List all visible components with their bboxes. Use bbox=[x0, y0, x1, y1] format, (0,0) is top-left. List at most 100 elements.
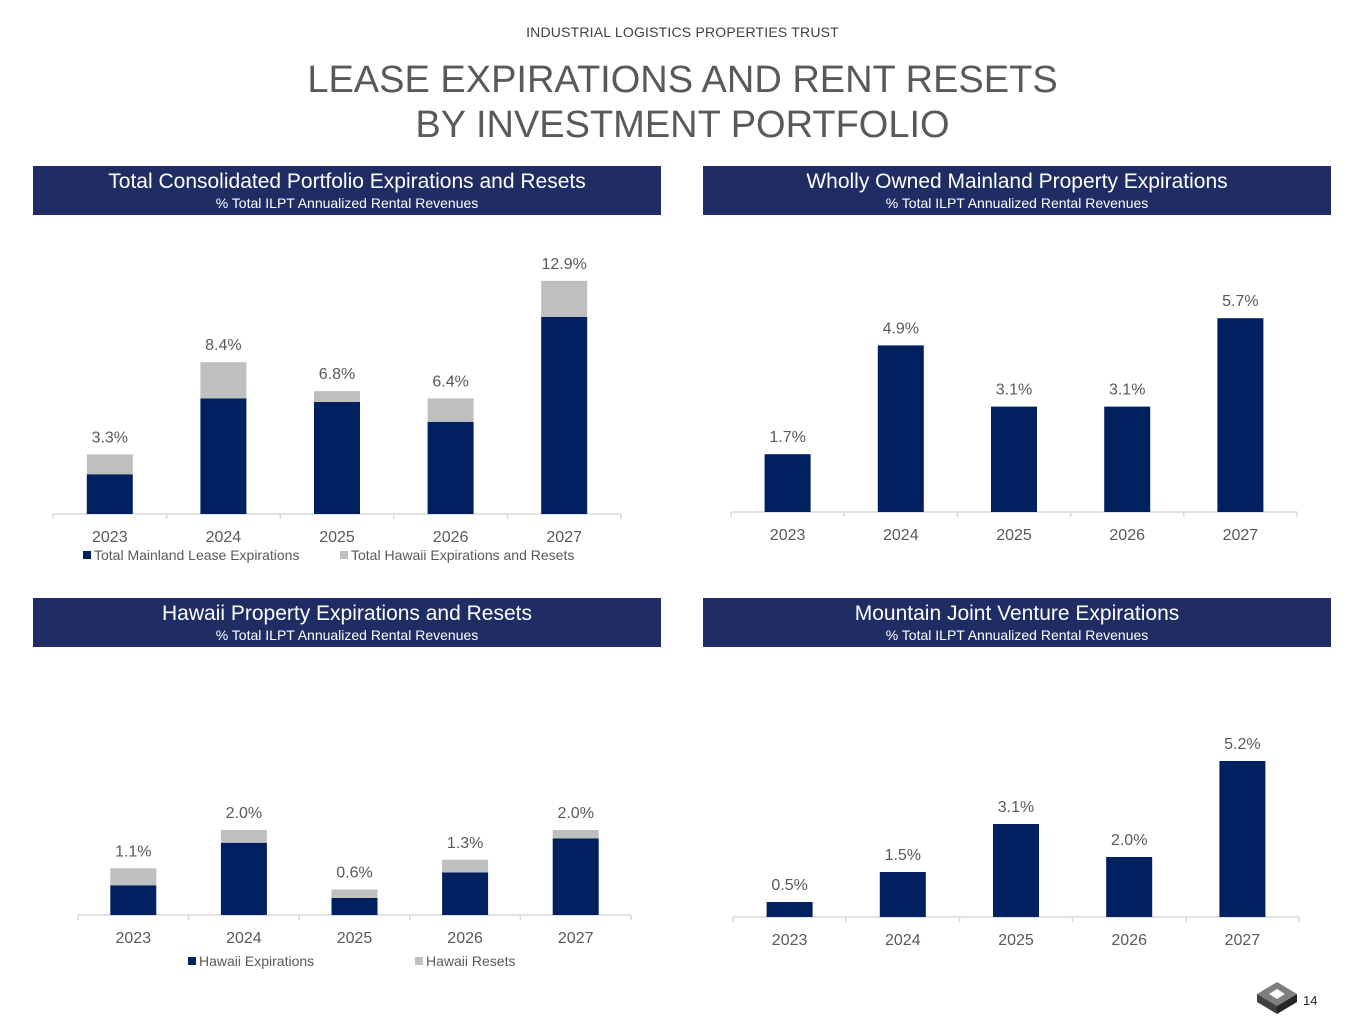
bar-2027-series-0 bbox=[1219, 761, 1266, 917]
panel-subtitle: % Total ILPT Annualized Rental Revenues bbox=[215, 195, 479, 211]
x-tick-label-2027: 2027 bbox=[558, 930, 594, 947]
panel-header-wholly-owned-mainland: Wholly Owned Mainland Property Expiratio… bbox=[703, 166, 1331, 215]
data-label-2023: 1.7% bbox=[769, 429, 805, 446]
bar-2026-series-0 bbox=[1104, 406, 1151, 512]
legend-swatch-0 bbox=[188, 957, 196, 965]
x-tick-label-2026: 2026 bbox=[1111, 932, 1147, 949]
data-label-2026: 3.1% bbox=[1109, 382, 1145, 399]
bar-2024-series-1 bbox=[200, 362, 247, 399]
data-label-2023: 0.5% bbox=[771, 877, 807, 894]
bar-2025-series-0 bbox=[991, 406, 1037, 512]
x-tick-label-2024: 2024 bbox=[206, 529, 242, 546]
x-tick-label-2023: 2023 bbox=[92, 529, 128, 546]
data-label-2026: 1.3% bbox=[447, 835, 483, 852]
x-tick-label-2023: 2023 bbox=[770, 527, 806, 544]
x-tick-label-2026: 2026 bbox=[447, 930, 483, 947]
legend-label-1: Hawaii Resets bbox=[426, 953, 515, 969]
bar-2027-series-1 bbox=[541, 280, 588, 317]
bar-2027-series-0 bbox=[1217, 318, 1264, 512]
bar-2023-series-0 bbox=[110, 885, 157, 915]
panel-title: Mountain Joint Venture Expirations bbox=[854, 602, 1180, 625]
bar-2024-series-0 bbox=[877, 345, 924, 512]
data-label-2027: 5.7% bbox=[1222, 293, 1258, 310]
bar-2026-series-1 bbox=[442, 859, 489, 873]
data-label-2025: 6.8% bbox=[319, 366, 355, 383]
bar-2027-series-0 bbox=[552, 838, 599, 915]
data-label-2023: 1.1% bbox=[115, 843, 151, 860]
x-tick-label-2026: 2026 bbox=[433, 529, 469, 546]
x-tick-label-2027: 2027 bbox=[546, 529, 582, 546]
panel-header-total-consolidated: Total Consolidated Portfolio Expirations… bbox=[33, 166, 661, 215]
x-tick-label-2025: 2025 bbox=[996, 527, 1032, 544]
data-label-2024: 2.0% bbox=[226, 805, 262, 822]
bar-2024-series-0 bbox=[200, 398, 247, 514]
bar-2026-series-1 bbox=[427, 398, 474, 422]
legend-swatch-0 bbox=[83, 551, 91, 559]
panel-title: Total Consolidated Portfolio Expirations… bbox=[108, 170, 586, 193]
panel-subtitle: % Total ILPT Annualized Rental Revenues bbox=[885, 627, 1149, 643]
bar-2025-series-0 bbox=[314, 401, 360, 514]
chart-wholly-owned-mainland: 1.7% 2023 4.9% 2024 3.1% 2025 3.1% 2026 5.7% 2027 bbox=[730, 293, 1298, 544]
chart-total-consolidated: 3.3% 2023 8.4% 2024 6.8% 2025 6.4% 2026 12.9% 202… bbox=[52, 256, 622, 563]
bar-2025-series-1 bbox=[314, 391, 360, 402]
legend-label-1: Total Hawaii Expirations and Resets bbox=[351, 547, 574, 563]
bar-2023-series-0 bbox=[86, 474, 133, 514]
bar-2023-series-1 bbox=[110, 868, 157, 886]
bar-2024-series-1 bbox=[220, 830, 267, 843]
x-tick-label-2024: 2024 bbox=[226, 930, 262, 947]
chart-mountain-jv: 0.5% 2023 1.5% 2024 3.1% 2025 2.0% 2026 5.2% 2027 bbox=[732, 736, 1300, 949]
bar-2024-series-0 bbox=[220, 842, 267, 915]
panel-subtitle: % Total ILPT Annualized Rental Revenues bbox=[215, 627, 479, 643]
panel-subtitle: % Total ILPT Annualized Rental Revenues bbox=[885, 195, 1149, 211]
page-title: LEASE EXPIRATIONS AND RENT RESETS BY INV… bbox=[0, 58, 1365, 148]
bar-2023-series-0 bbox=[766, 902, 813, 917]
data-label-2027: 5.2% bbox=[1224, 736, 1260, 753]
x-tick-label-2027: 2027 bbox=[1223, 527, 1259, 544]
bar-2026-series-0 bbox=[1106, 857, 1153, 917]
bar-2026-series-0 bbox=[442, 872, 489, 915]
data-label-2025: 3.1% bbox=[998, 799, 1034, 816]
panel-header-mountain-jv: Mountain Joint Venture Expirations % Tot… bbox=[703, 598, 1331, 647]
data-label-2024: 1.5% bbox=[885, 847, 921, 864]
ilpt-logo-icon bbox=[1257, 982, 1297, 1014]
data-label-2025: 0.6% bbox=[336, 865, 372, 882]
x-tick-label-2023: 2023 bbox=[772, 932, 808, 949]
x-tick-label-2025: 2025 bbox=[319, 529, 355, 546]
x-tick-label-2026: 2026 bbox=[1109, 527, 1145, 544]
bar-2024-series-0 bbox=[879, 872, 926, 917]
x-tick-label-2025: 2025 bbox=[337, 930, 373, 947]
bar-2023-series-1 bbox=[86, 454, 133, 475]
data-label-2024: 8.4% bbox=[205, 337, 241, 354]
legend-label-0: Hawaii Expirations bbox=[199, 953, 314, 969]
x-tick-label-2024: 2024 bbox=[883, 527, 919, 544]
data-label-2026: 6.4% bbox=[432, 373, 468, 390]
legend-label-0: Total Mainland Lease Expirations bbox=[94, 547, 299, 563]
x-tick-label-2027: 2027 bbox=[1225, 932, 1261, 949]
data-label-2027: 12.9% bbox=[542, 256, 587, 273]
panel-title: Wholly Owned Mainland Property Expiratio… bbox=[806, 170, 1228, 193]
panel-title: Hawaii Property Expirations and Resets bbox=[161, 602, 532, 625]
bar-2025-series-1 bbox=[331, 889, 378, 898]
x-tick-label-2024: 2024 bbox=[885, 932, 921, 949]
data-label-2024: 4.9% bbox=[883, 320, 919, 337]
chart-hawaii: 1.1% 2023 2.0% 2024 0.6% 2025 1.3% 2026 2.0% 2027… bbox=[77, 805, 632, 969]
legend-swatch-1 bbox=[415, 957, 423, 965]
legend-swatch-1 bbox=[340, 551, 348, 559]
bar-2025-series-0 bbox=[331, 898, 378, 915]
data-label-2027: 2.0% bbox=[557, 805, 593, 822]
bar-2025-series-0 bbox=[993, 824, 1039, 917]
page-number: 14 bbox=[1303, 993, 1318, 1008]
bar-2026-series-0 bbox=[427, 421, 474, 514]
data-label-2025: 3.1% bbox=[996, 382, 1032, 399]
company-name: INDUSTRIAL LOGISTICS PROPERTIES TRUST bbox=[526, 24, 839, 40]
data-label-2026: 2.0% bbox=[1111, 832, 1147, 849]
bar-2023-series-0 bbox=[764, 454, 811, 512]
data-label-2023: 3.3% bbox=[92, 429, 128, 446]
bar-2027-series-1 bbox=[552, 830, 599, 839]
x-tick-label-2025: 2025 bbox=[998, 932, 1034, 949]
bar-2027-series-0 bbox=[541, 316, 588, 514]
page-title-line-2: BY INVESTMENT PORTFOLIO bbox=[415, 104, 950, 146]
x-tick-label-2023: 2023 bbox=[116, 930, 152, 947]
panel-header-hawaii: Hawaii Property Expirations and Resets %… bbox=[33, 598, 661, 647]
page-title-line-1: LEASE EXPIRATIONS AND RENT RESETS bbox=[307, 59, 1058, 101]
